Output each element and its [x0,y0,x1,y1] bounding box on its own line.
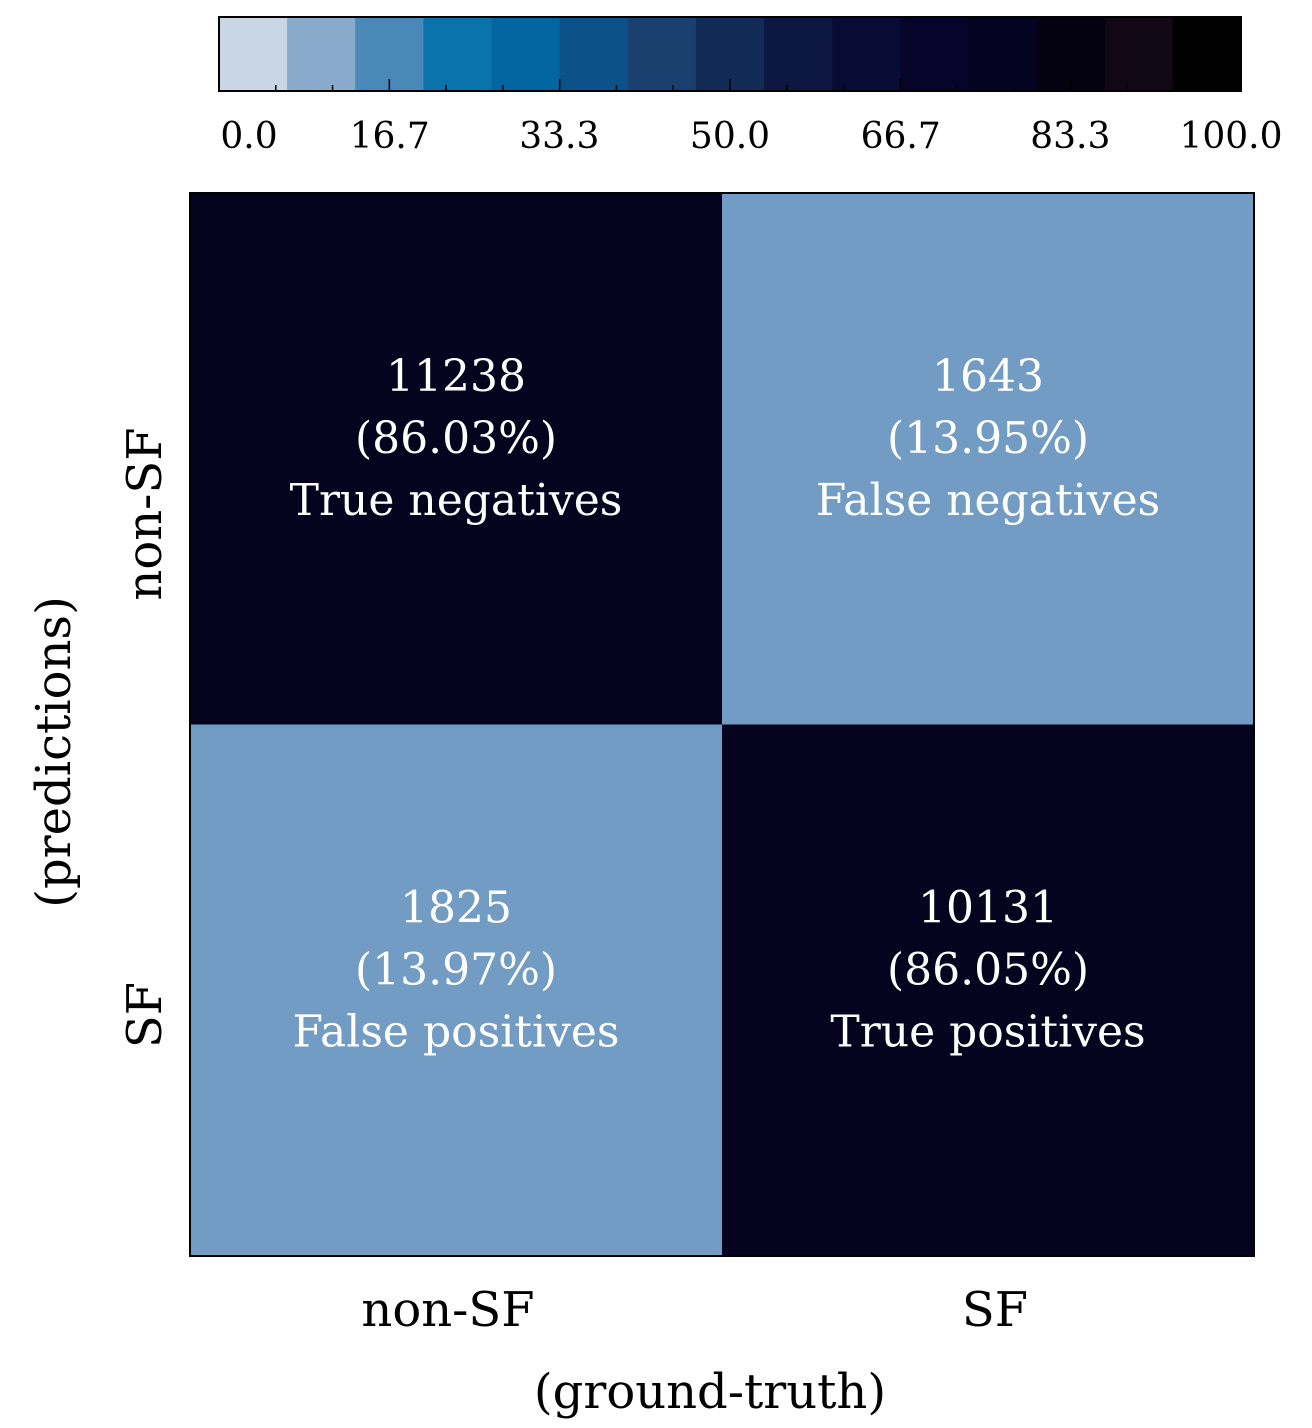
colorbar [218,16,1242,92]
colorbar-segment [627,17,697,91]
colorbar-tick-label: 66.7 [861,116,941,157]
x-category-label-sf: SF [962,1282,1028,1338]
colorbar-segment [1036,17,1106,91]
y-category-label-sf: SF [117,982,173,1048]
colorbar-segment [832,17,901,91]
matrix-cell [190,724,722,1256]
colorbar-segment [287,17,356,91]
cell-percent-label: (13.95%) [887,413,1089,464]
colorbar-segment [491,17,561,91]
cell-count-label: 11238 [386,351,526,402]
cell-count-label: 1643 [932,351,1044,402]
cell-category-label: False negatives [816,475,1160,526]
colorbar-tick-label: 50.0 [690,116,770,157]
colorbar-segment [219,17,288,91]
colorbar-segment [423,17,493,91]
matrix-cell [722,724,1254,1256]
colorbar-segment [764,17,833,91]
colorbar-tick-label: 0.0 [220,116,277,157]
plot-frame [189,192,1255,1257]
matrix-cell [722,193,1254,725]
colorbar-segment [695,17,765,91]
matrix-cell [190,193,722,725]
cell-category-label: False positives [293,1006,620,1057]
colorbar-tick-label: 16.7 [350,116,430,157]
colorbar-segment [559,17,629,91]
colorbar-segment [900,17,970,91]
x-axis-title: (ground-truth) [534,1364,886,1420]
colorbar-segment [1104,17,1174,91]
cell-count-label: 1825 [400,882,512,933]
colorbar-segment [355,17,424,91]
x-category-label-non-sf: non-SF [361,1282,534,1338]
colorbar-segment [1172,17,1242,91]
axis-labels: non-SF SF (ground-truth) non-SF SF (pred… [26,427,1028,1420]
cell-percent-label: (86.03%) [355,413,557,464]
colorbar-tick-label: 33.3 [519,116,599,157]
cell-category-label: True positives [830,1006,1145,1057]
colorbar-ticks: 0.0 16.7 33.3 50.0 66.7 83.3 100.0 [218,79,1283,157]
cell-percent-label: (13.97%) [355,944,557,995]
cell-percent-label: (86.05%) [887,944,1089,995]
y-axis-title: (predictions) [26,596,82,908]
cell-category-label: True negatives [290,475,623,526]
colorbar-tick-label: 83.3 [1030,116,1110,157]
cell-count-label: 10131 [918,882,1058,933]
y-category-label-non-sf: non-SF [117,427,173,600]
colorbar-tick-label: 100.0 [1179,116,1282,157]
colorbar-segment [968,17,1038,91]
matrix-cells: 11238 (86.03%) True negatives 1643 (13.95%) F… [190,193,1254,1256]
